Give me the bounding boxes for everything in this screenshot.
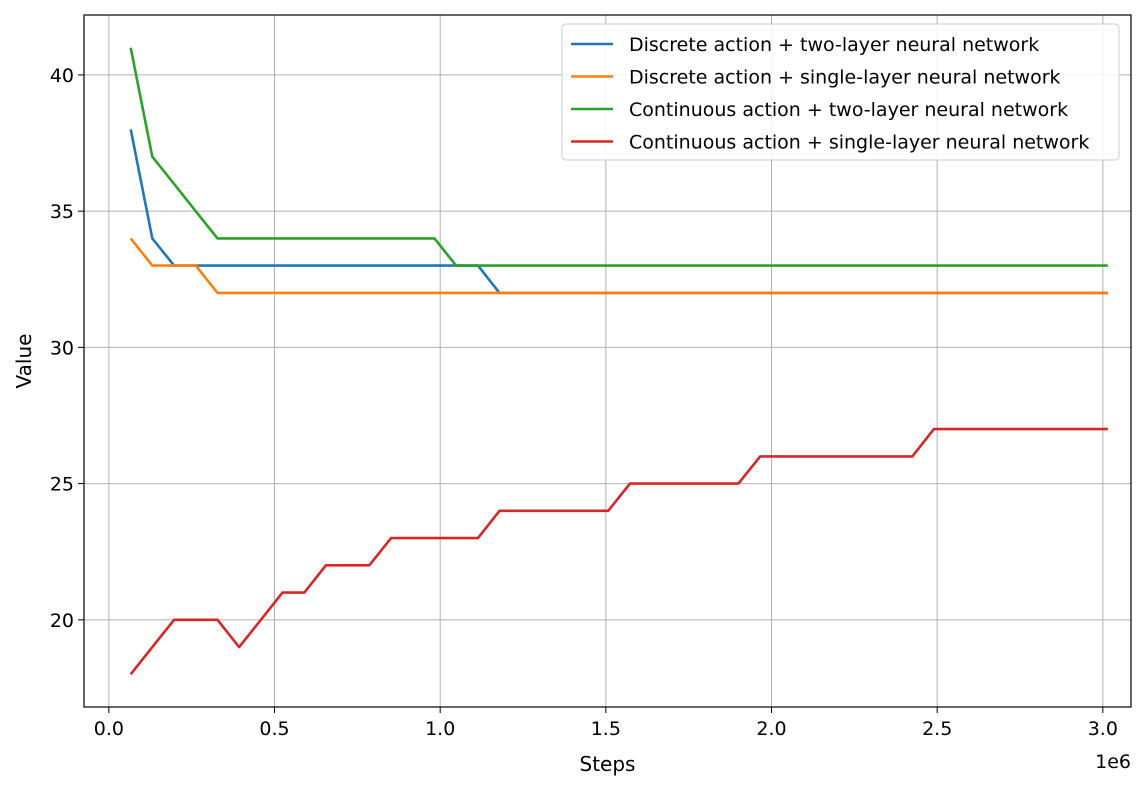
y-axis-ticks: 20 25 30 35 40 xyxy=(50,65,84,632)
x-axis-label: Steps xyxy=(580,752,636,776)
x-tick-label: 1.0 xyxy=(425,718,455,740)
series-line-2 xyxy=(129,237,1108,295)
legend-box xyxy=(561,23,1120,161)
legend-label-1: Discrete action + two-layer neural netwo… xyxy=(629,34,1039,56)
x-tick-label: 3.0 xyxy=(1088,718,1118,740)
y-tick-label: 40 xyxy=(50,65,74,87)
y-tick-label: 25 xyxy=(50,474,74,496)
legend-label-3: Continuous action + two-layer neural net… xyxy=(629,99,1068,121)
y-tick-label: 35 xyxy=(50,201,74,223)
y-tick-label: 30 xyxy=(50,337,74,359)
y-tick-label: 20 xyxy=(50,610,74,632)
series-lines xyxy=(129,47,1108,676)
x-tick-label: 0.0 xyxy=(94,718,124,740)
series-line-4 xyxy=(129,427,1108,676)
plot-frame xyxy=(83,14,1132,708)
x-tick-label: 1.5 xyxy=(591,718,621,740)
legend-label-2: Discrete action + single-layer neural ne… xyxy=(629,67,1061,89)
series-line-3 xyxy=(129,47,1108,267)
x-axis-ticks: 0.0 0.5 1.0 1.5 2.0 2.5 3.0 xyxy=(94,707,1118,740)
x-axis-scale-label: 1e6 xyxy=(1095,751,1131,773)
legend-label-4: Continuous action + single-layer neural … xyxy=(629,132,1089,154)
x-tick-label: 2.5 xyxy=(922,718,952,740)
y-axis-label: Value xyxy=(12,334,36,389)
x-tick-label: 0.5 xyxy=(259,718,289,740)
legend: Discrete action + two-layer neural netwo… xyxy=(561,23,1120,161)
x-tick-label: 2.0 xyxy=(756,718,786,740)
